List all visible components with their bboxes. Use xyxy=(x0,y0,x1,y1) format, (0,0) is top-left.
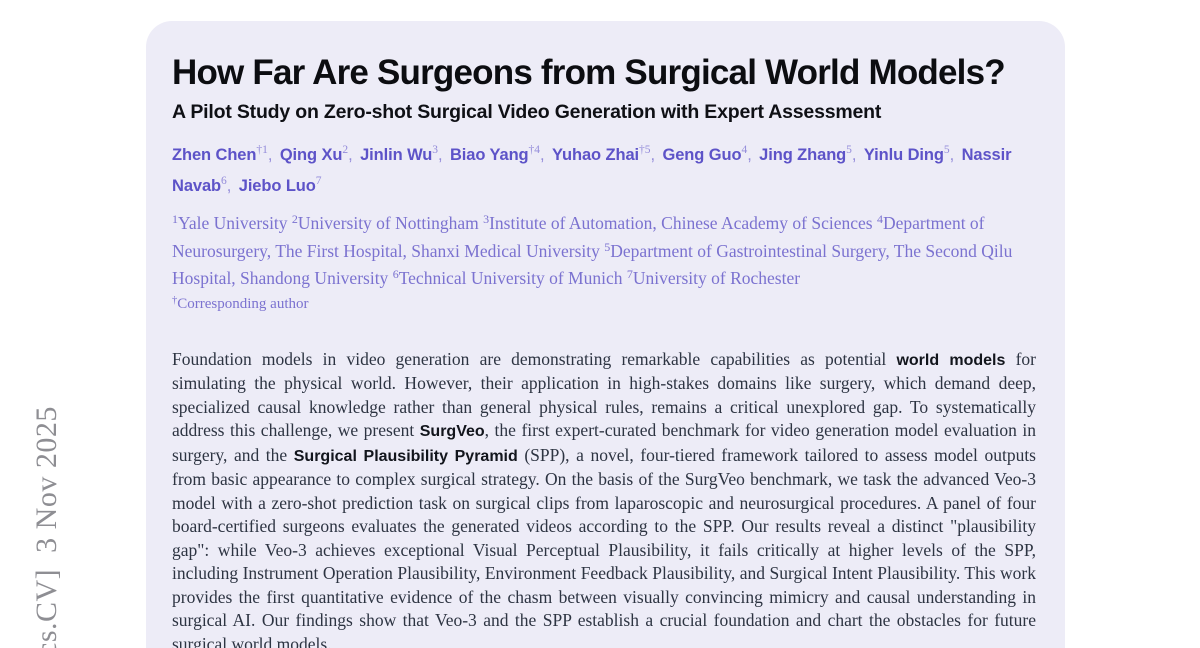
affiliation-superscript: 6 xyxy=(392,267,399,281)
author-name[interactable]: Jinlin Wu xyxy=(360,146,433,164)
abstract-span: (SPP), a novel, four-tiered framework ta… xyxy=(172,444,1036,648)
author-superscript: 5 xyxy=(846,144,852,156)
affiliation-name: Institute of Automation, Chinese Academy… xyxy=(489,213,877,233)
author-separator: , xyxy=(851,146,861,164)
abstract-bold-term: SurgVeo xyxy=(419,423,485,440)
author-superscript: 4 xyxy=(741,144,748,156)
paper-card: How Far Are Surgeons from Surgical World… xyxy=(146,21,1065,648)
author-name[interactable]: Jing Zhang xyxy=(759,146,847,164)
author-separator: , xyxy=(747,146,757,164)
author-superscript: †4 xyxy=(528,144,541,156)
abstract-text: Foundation models in video generation ar… xyxy=(172,348,1036,648)
abstract-bold-term: Surgical Plausibility Pyramid xyxy=(293,447,518,465)
corresponding-author-note: †Corresponding author xyxy=(172,291,1037,314)
abstract-span: for simulating the physical world. Howev… xyxy=(172,348,1037,441)
affiliation-name: Department of Neurosurgery, The First Ho… xyxy=(172,213,985,261)
author-name[interactable]: Qing Xu xyxy=(279,146,343,164)
author-separator: , xyxy=(949,146,959,164)
author-name[interactable]: Yinlu Ding xyxy=(863,146,944,164)
corresponding-author-text: Corresponding author xyxy=(177,295,309,312)
author-superscript: 7 xyxy=(315,175,322,187)
affiliation-superscript: 7 xyxy=(626,267,633,281)
abstract-bold-term: world models xyxy=(896,351,1006,369)
affiliation-list: 1Yale University 2University of Nottingh… xyxy=(172,208,1037,291)
author-separator: , xyxy=(650,146,660,164)
author-separator: , xyxy=(437,146,447,164)
author-superscript: †1 xyxy=(256,144,268,156)
author-name[interactable]: Jiebo Luo xyxy=(238,177,316,195)
affiliation-name: University of Rochester xyxy=(632,268,801,288)
author-superscript: 5 xyxy=(943,144,950,156)
author-superscript: †5 xyxy=(639,144,651,156)
affiliation-superscript: 3 xyxy=(483,212,490,226)
author-superscript: 6 xyxy=(221,175,227,187)
author-superscript: 2 xyxy=(342,144,349,156)
paper-subtitle: A Pilot Study on Zero-shot Surgical Vide… xyxy=(172,101,882,123)
author-separator: , xyxy=(267,146,277,164)
dagger-symbol: † xyxy=(172,294,178,306)
author-separator: , xyxy=(226,177,236,195)
author-separator: , xyxy=(540,146,549,164)
abstract-span: , the first expert-curated benchmark for… xyxy=(172,420,1036,465)
author-name[interactable]: Zhen Chen xyxy=(172,146,257,164)
paper-title: How Far Are Surgeons from Surgical World… xyxy=(172,53,1006,92)
affiliation-superscript: 4 xyxy=(876,212,883,226)
abstract-span: Foundation models in video generation ar… xyxy=(172,348,897,369)
affiliation-superscript: 2 xyxy=(291,212,298,226)
affiliation-name: Department of Gastrointestinal Surgery, … xyxy=(172,240,1013,289)
author-name[interactable]: Yuhao Zhai xyxy=(552,146,640,164)
author-list: Zhen Chen†1, Qing Xu2, Jinlin Wu3, Biao … xyxy=(172,137,1037,199)
affiliation-name: Technical University of Munich xyxy=(398,268,627,288)
author-name[interactable]: Biao Yang xyxy=(449,146,529,164)
author-separator: , xyxy=(348,146,358,164)
arxiv-stamp-watermark: cs.CV] 3 Nov 2025 xyxy=(30,406,63,648)
author-name[interactable]: Geng Guo xyxy=(662,146,742,164)
affiliation-superscript: 5 xyxy=(604,239,611,254)
affiliation-superscript: 1 xyxy=(172,212,178,226)
author-name[interactable]: Nassir Navab xyxy=(172,146,1012,195)
affiliation-name: University of Nottingham xyxy=(297,213,484,233)
affiliation-name: Yale University xyxy=(178,213,292,233)
author-superscript: 3 xyxy=(432,144,438,156)
